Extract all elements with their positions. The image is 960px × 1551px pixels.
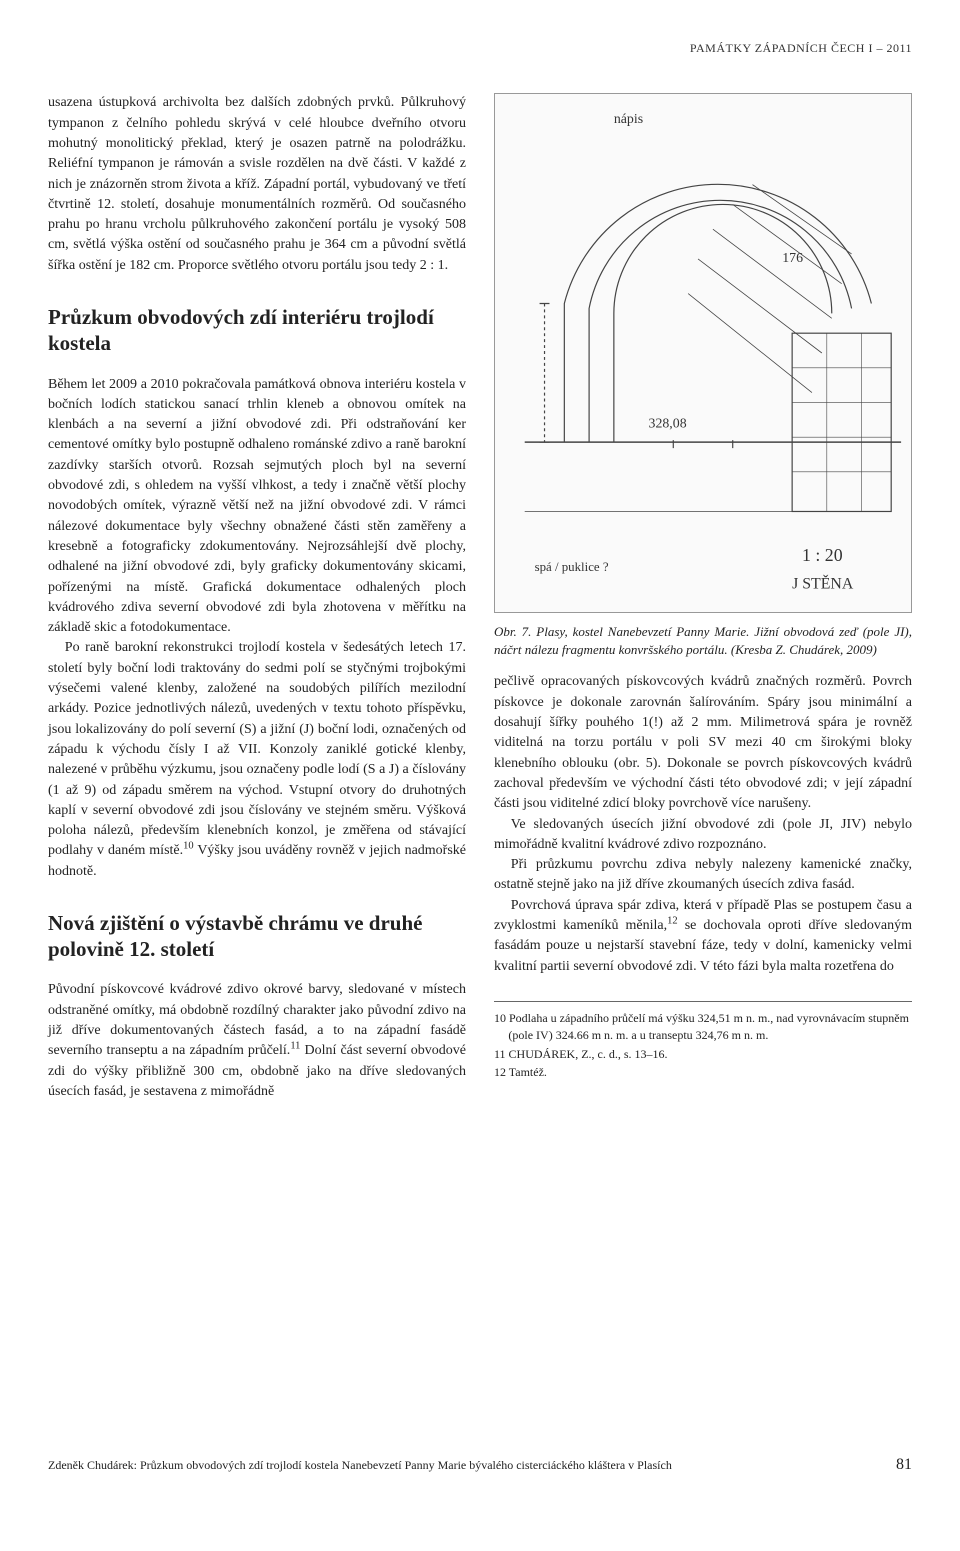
body-paragraph: Během let 2009 a 2010 pokračovala památk…	[48, 375, 466, 639]
body-paragraph: Při průzkumu povrchu zdiva nebyly naleze…	[494, 855, 912, 896]
footnote-ref: 10	[183, 841, 194, 852]
figure-caption: Obr. 7. Plasy, kostel Nanebevzetí Panny …	[494, 623, 912, 658]
sketch-label: spá / puklice ?	[535, 560, 609, 574]
section-heading: Průzkum obvodových zdí interiéru trojlod…	[48, 304, 466, 357]
sketch-label: 1 : 20	[802, 545, 843, 565]
footnotes-block: 10 Podlaha u západního průčelí má výšku …	[494, 1001, 912, 1081]
paragraph-text: Po raně barokní rekonstrukci trojlodí ko…	[48, 640, 466, 858]
footnote: 11 CHUDÁREK, Z., c. d., s. 13–16.	[494, 1046, 912, 1063]
sketch-label: nápis	[614, 112, 643, 127]
body-paragraph: Povrchová úprava spár zdiva, která v pří…	[494, 896, 912, 977]
sketch-label: 328,08	[649, 416, 687, 431]
body-paragraph: Ve sledovaných úsecích jižní obvodové zd…	[494, 815, 912, 856]
two-column-content: usazena ústupková archivolta bez dalších…	[48, 93, 912, 1433]
sketch-label: J STĚNA	[792, 574, 854, 593]
footnote: 12 Tamtéž.	[494, 1064, 912, 1081]
footnote: 10 Podlaha u západního průčelí má výšku …	[494, 1010, 912, 1044]
sketch-label: 176	[782, 250, 803, 265]
body-paragraph: Po raně barokní rekonstrukci trojlodí ko…	[48, 638, 466, 882]
footnote-ref: 11	[290, 1041, 300, 1052]
body-paragraph: Původní pískovcové kvádrové zdivo okrové…	[48, 980, 466, 1102]
body-paragraph: usazena ústupková archivolta bez dalších…	[48, 93, 466, 276]
page-footer: Zdeněk Chudárek: Průzkum obvodových zdí …	[48, 1453, 912, 1476]
footnote-ref: 12	[667, 915, 678, 926]
sketch-image: nápis 328,08 176 1 : 20 J STĚNA spá / pu…	[494, 93, 912, 613]
body-paragraph: pečlivě opracovaných pískovcových kvádrů…	[494, 672, 912, 814]
running-head: PAMÁTKY ZÁPADNÍCH ČECH I – 2011	[48, 40, 912, 57]
page-number: 81	[896, 1453, 912, 1476]
sketch-svg: nápis 328,08 176 1 : 20 J STĚNA spá / pu…	[495, 94, 911, 612]
section-heading: Nová zjištění o výstavbě chrámu ve druhé…	[48, 910, 466, 963]
figure: nápis 328,08 176 1 : 20 J STĚNA spá / pu…	[494, 93, 912, 658]
footer-text: Zdeněk Chudárek: Průzkum obvodových zdí …	[48, 1457, 884, 1474]
